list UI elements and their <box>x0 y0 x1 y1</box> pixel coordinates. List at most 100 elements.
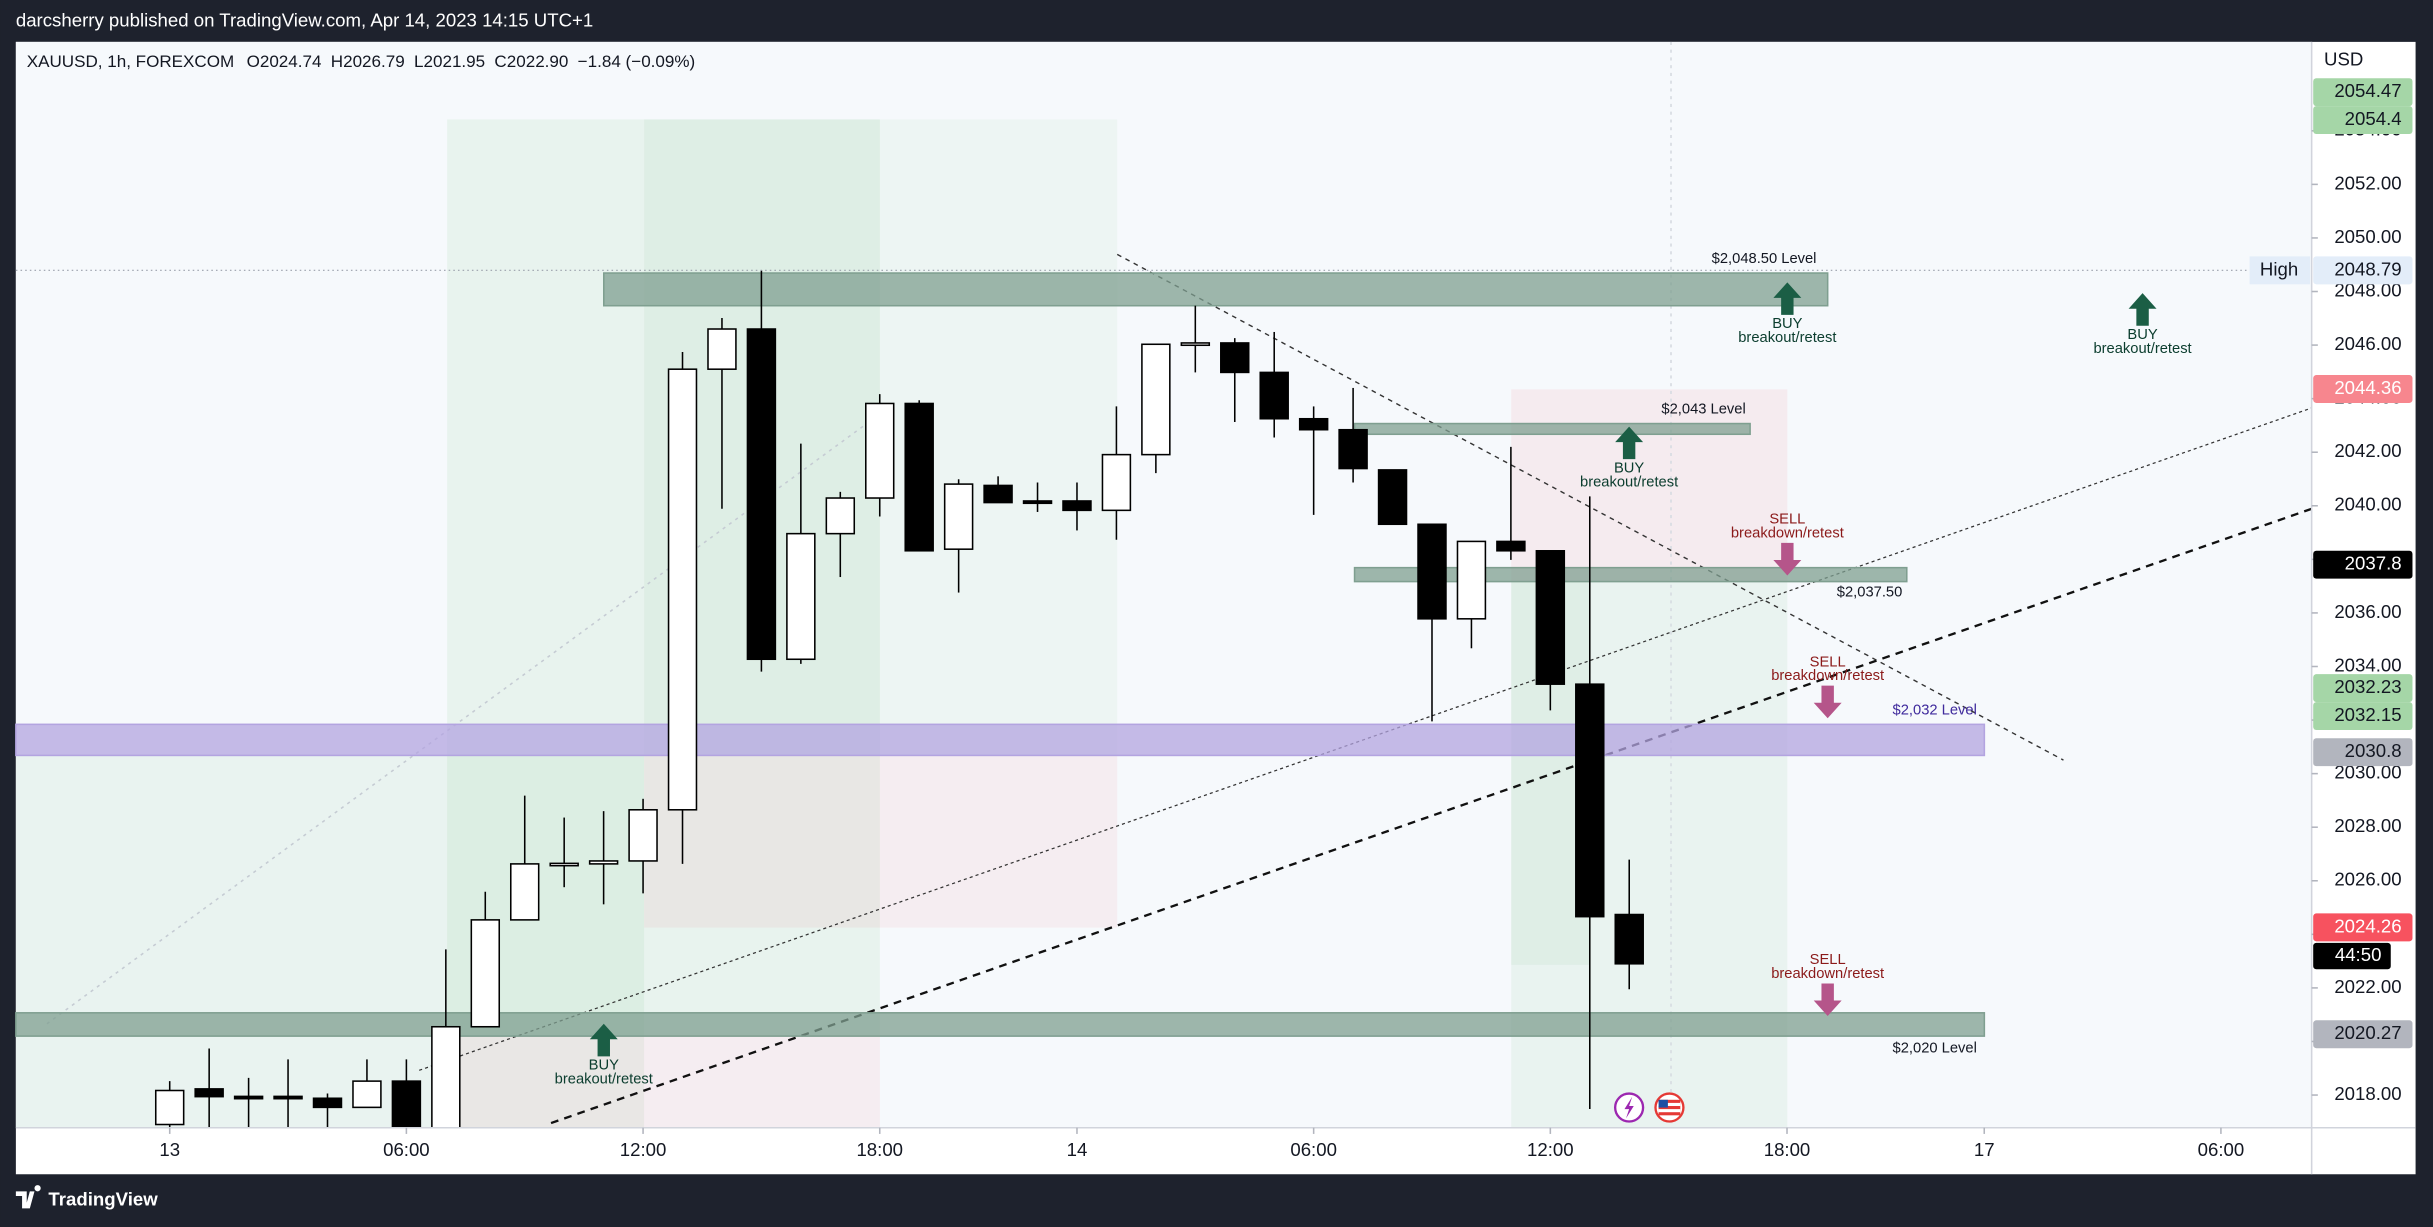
y-tick-label: 2026.00 <box>2334 869 2401 890</box>
signal-arrow <box>589 1023 618 1057</box>
price-badge <box>2313 913 2413 942</box>
y-tick-label: 2050.00 <box>2334 226 2401 247</box>
price-badge-label: 2024.26 <box>2334 915 2401 936</box>
signal-text: breakdown/retest <box>1771 668 1884 684</box>
x-tick-label: 18:00 <box>1764 1139 1811 1160</box>
price-badge-label: 2054.47 <box>2334 80 2401 101</box>
currency: USD <box>2324 48 2363 69</box>
candle-body <box>154 1089 185 1126</box>
candles <box>154 270 1644 1128</box>
y-tick-label: 2030.00 <box>2334 762 2401 783</box>
price-badge-label: 2032.15 <box>2334 704 2401 725</box>
level-zone <box>1353 566 1908 583</box>
x-tick-label: 13 <box>159 1139 180 1160</box>
price-badge-label: 2044.36 <box>2334 377 2401 398</box>
level-label: $2,048.50 Level <box>1712 251 1817 267</box>
trend-line <box>418 407 2312 1071</box>
candle-body <box>1180 342 1211 347</box>
candle-body <box>1614 913 1644 965</box>
x-tick-label: 17 <box>1974 1139 1995 1160</box>
signal-side: BUY <box>2127 327 2157 343</box>
candle-body <box>1101 453 1132 512</box>
candle-body <box>391 1080 422 1128</box>
candle-body <box>865 402 895 499</box>
event-icon <box>1658 1099 1668 1108</box>
event-icons <box>1613 1092 1685 1123</box>
y-tick-label: 2046.00 <box>2334 333 2401 354</box>
price-badge <box>2313 78 2413 107</box>
change: −1.84 (−0.09%) <box>578 52 696 71</box>
signal-text: breakdown/retest <box>1731 526 1844 542</box>
price-badge <box>2313 106 2413 135</box>
candle-body <box>549 862 579 867</box>
level-label: $2,043 Level <box>1661 401 1745 417</box>
levels: $2,048.50 Level $2,043 Level $2,037.50 $2,0… <box>15 251 1986 1057</box>
candle-body <box>509 863 540 921</box>
event-icon <box>1658 1102 1681 1107</box>
level-label: $2,032 Level <box>1893 702 1977 718</box>
candle-body <box>786 532 816 661</box>
candle-body <box>431 1025 461 1128</box>
x-tick-label: 14 <box>1067 1139 1088 1160</box>
zone-shade <box>1511 389 1788 582</box>
candle-body <box>1220 342 1250 374</box>
signal-side: BUY <box>1614 460 1644 476</box>
candle-body <box>943 483 974 550</box>
price-badge <box>2313 1020 2413 1049</box>
candle-body <box>1417 523 1447 620</box>
candle-body <box>470 919 501 1028</box>
x-tick-label: 18:00 <box>856 1139 903 1160</box>
candle-body <box>1456 540 1487 620</box>
x-tick-label: 06:00 <box>383 1139 430 1160</box>
y-tick-label: 2022.00 <box>2334 976 2401 997</box>
publisher: darcsherry published on TradingView.com,… <box>16 10 593 31</box>
level-zone <box>603 272 1829 307</box>
candle-body <box>628 809 658 862</box>
footer-brand: TradingView <box>48 1189 158 1210</box>
signal-text: breakout/retest <box>2093 341 2191 357</box>
symbol: XAUUSD, 1h, FOREXCOM <box>27 52 234 71</box>
candle-body <box>746 328 777 661</box>
signal-text: breakdown/retest <box>1771 966 1884 982</box>
price-badge-label: 2037.8 <box>2345 553 2402 574</box>
price-badge <box>2313 674 2413 703</box>
candle-body <box>588 860 619 865</box>
candle-body <box>1259 371 1289 420</box>
ohlc: C2022.90 <box>494 52 568 71</box>
signal-side: SELL <box>1769 512 1805 528</box>
level-label: $2,020 Level <box>1893 1041 1977 1057</box>
candle-body <box>1338 428 1368 470</box>
candle-body <box>904 402 934 552</box>
ohlc: H2026.79 <box>331 52 405 71</box>
signal-arrow <box>1813 685 1842 719</box>
signal-arrow <box>1773 542 1802 576</box>
signal-arrow <box>1813 983 1842 1017</box>
price-badge <box>2313 738 2413 767</box>
y-tick-label: 2048.00 <box>2334 279 2401 300</box>
candle-body <box>273 1095 303 1100</box>
level-zone <box>1353 422 1751 436</box>
candle-body <box>825 497 856 535</box>
price-badge-label: 2020.27 <box>2334 1022 2401 1043</box>
price-badge-label: 2048.79 <box>2334 258 2401 279</box>
countdown-badge <box>2313 942 2391 970</box>
candle-body <box>983 484 1013 504</box>
zone-shade <box>644 755 1118 928</box>
y-tick-label: 2052.00 <box>2334 172 2401 193</box>
countdown-label: 44:50 <box>2335 944 2382 965</box>
signal-arrow <box>1615 426 1644 460</box>
signal-text: breakout/retest <box>555 1072 653 1088</box>
candle-body <box>1575 683 1605 918</box>
price-badge <box>2313 702 2413 731</box>
ohlc: L2021.95 <box>414 52 485 71</box>
tag-label: High <box>2260 258 2298 279</box>
price-badge <box>2313 375 2413 403</box>
candle-body <box>312 1097 343 1109</box>
signal-text: breakout/retest <box>1738 330 1836 346</box>
candle-body <box>194 1088 224 1098</box>
signal-side: SELL <box>1810 952 1846 968</box>
y-tick-label: 2028.00 <box>2334 815 2401 836</box>
y-tick-label: 2036.00 <box>2334 601 2401 622</box>
x-tick-label: 12:00 <box>620 1139 667 1160</box>
